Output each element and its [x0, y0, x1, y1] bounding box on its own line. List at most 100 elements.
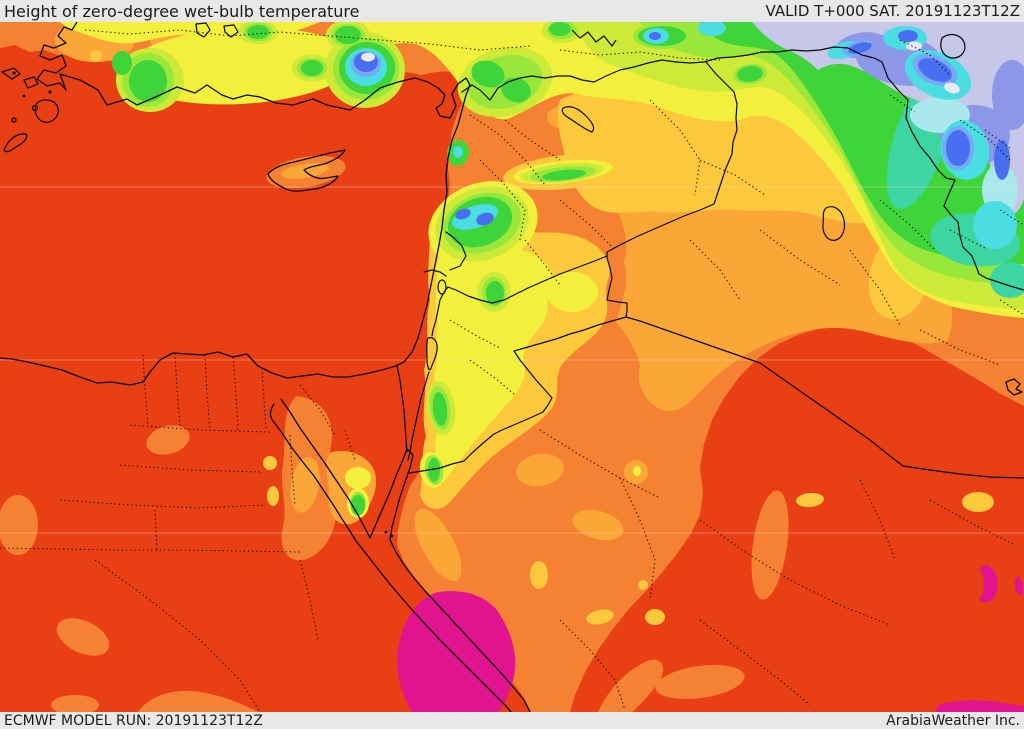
- contour-green: [301, 60, 323, 76]
- contour-pale: [906, 41, 922, 51]
- lake-dead-sea: [426, 337, 438, 371]
- island: [23, 76, 39, 89]
- contour-orange-patch: [146, 425, 190, 455]
- island: [0, 67, 21, 80]
- map-title: Height of zero-degree wet-bulb temperatu…: [4, 1, 360, 21]
- contour-cyan-dot: [453, 146, 463, 158]
- contour-blue: [994, 140, 1010, 180]
- contour-yellow-hiccup: [546, 272, 598, 312]
- island: [31, 104, 39, 112]
- contour-orange-patch: [56, 618, 110, 656]
- contour-cyan: [698, 22, 726, 36]
- contour-gold-dot: [796, 492, 824, 508]
- island: [3, 133, 28, 153]
- admin-boundaries: [0, 29, 1024, 712]
- contour-red-mediterranean-egypt: [0, 45, 531, 712]
- contour-green: [335, 26, 361, 44]
- coast-turkey-levant-egypt: [0, 22, 471, 386]
- contour-cyan: [973, 201, 1017, 249]
- contour-gold-dot: [645, 609, 665, 625]
- latitude-lines: [0, 186, 1024, 534]
- contour-amber: [414, 508, 462, 582]
- aegean-islands: [0, 67, 59, 153]
- contour-pale: [944, 82, 960, 94]
- contour-blue: [946, 130, 970, 166]
- contour-green-syria: [471, 60, 505, 88]
- contour-amber: [516, 453, 564, 487]
- valid-time-label: VALID T+000 SAT. 20191123T12Z: [765, 2, 1020, 20]
- contour-amber: [572, 509, 624, 541]
- island: [11, 117, 17, 123]
- contour-yellow-dot: [633, 466, 641, 476]
- lake-egirdir: [223, 24, 239, 38]
- contour-gold-dot: [267, 486, 279, 506]
- border-jordan-saudi: [407, 316, 627, 474]
- contour-green-sinai: [351, 495, 365, 515]
- small-islands: [12, 71, 394, 538]
- contour-yellow-jordan: [434, 244, 552, 485]
- contour-green: [428, 458, 440, 482]
- contour-red-iskenderun: [381, 71, 469, 119]
- gulf-tip: [1005, 378, 1023, 396]
- top-bar: Height of zero-degree wet-bulb temperatu…: [0, 0, 1024, 22]
- contour-gold-dot: [962, 492, 994, 512]
- coast-gulf-suez-west: [269, 403, 512, 712]
- contour-blue: [918, 58, 952, 82]
- contour-orange-patch: [138, 690, 258, 712]
- coastlines: [0, 22, 1023, 712]
- lake-tharthar: [822, 206, 846, 241]
- model-run-label: ECMWF MODEL RUN: 20191123T12Z: [4, 712, 263, 729]
- border-jordan-iraq-hiccup: [606, 257, 628, 318]
- contour-magenta-redsea: [397, 591, 516, 712]
- border-syria-iraq: [606, 61, 738, 259]
- contour-yellow-sinai: [345, 467, 371, 489]
- contour-orange-streak: [655, 664, 745, 700]
- contour-blue-lebanon: [476, 212, 494, 226]
- contour-green-palmyra: [542, 169, 586, 181]
- bottom-bar: ECMWF MODEL RUN: 20191123T12Z ArabiaWeat…: [0, 712, 1024, 729]
- contour-teal: [990, 262, 1024, 298]
- credit-label: ArabiaWeather Inc.: [886, 712, 1020, 729]
- contour-blue-dot: [649, 32, 661, 40]
- contour-gold-dot: [90, 50, 102, 62]
- contour-blue: [898, 30, 918, 42]
- contour-green: [432, 392, 448, 426]
- contour-periwinkle: [992, 60, 1024, 130]
- contour-gold-dot: [638, 580, 648, 590]
- border-jordan-river: [431, 293, 444, 337]
- lake-van: [940, 33, 966, 59]
- island-rhodes: [34, 99, 59, 123]
- contour-green: [549, 22, 571, 36]
- contour-green-syria: [501, 77, 531, 103]
- lake-galilee: [437, 279, 447, 295]
- borders: [396, 46, 1024, 479]
- contour-gold-dot: [586, 609, 614, 625]
- contour-green: [486, 281, 504, 305]
- border-lebanon: [423, 231, 467, 277]
- border-turkey-syria-iran: [461, 46, 1024, 291]
- coast-sinai-aqaba-saudi: [280, 398, 531, 712]
- lake-assad: [561, 106, 595, 133]
- border-egypt-israel: [396, 365, 408, 453]
- border-arava: [407, 371, 430, 461]
- border-iraq-saudi: [625, 316, 1024, 479]
- contour-yellow-north-band: [60, 22, 1024, 318]
- coast-cyprus: [267, 149, 346, 192]
- contour-orange-streak: [751, 490, 789, 600]
- contour-magenta-bottom: [935, 700, 1024, 712]
- contour-red-saudi: [570, 322, 1024, 712]
- contour-green: [112, 51, 132, 75]
- contour-amber: [290, 457, 320, 513]
- contour-gold-dot: [263, 456, 277, 470]
- lake-ataturk: [571, 29, 617, 47]
- border-syria-jordan: [443, 255, 608, 304]
- contour-magenta-crescent: [979, 564, 998, 602]
- contour-orange-patch: [51, 695, 99, 712]
- contour-green: [129, 60, 167, 102]
- contour-green-sinjar: [737, 65, 763, 83]
- contour-orange-patch: [0, 495, 38, 555]
- contour-gold-dot: [530, 561, 548, 589]
- contour-magenta-sliver: [1014, 576, 1023, 596]
